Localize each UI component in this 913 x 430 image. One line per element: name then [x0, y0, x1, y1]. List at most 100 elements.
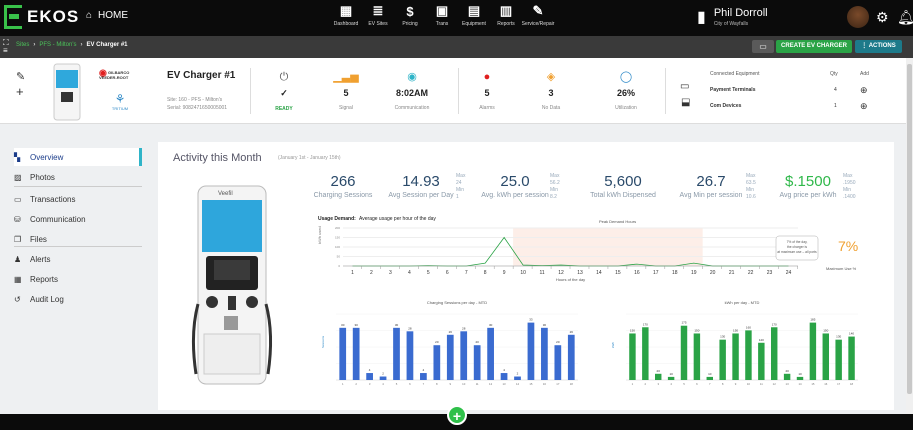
x-tick: 20: [710, 270, 716, 276]
sessions-chart-x-tick: 13: [502, 382, 506, 386]
sidebar-item-overview[interactable]: ▚ Overview: [14, 148, 142, 166]
avatar[interactable]: [847, 6, 869, 28]
sessions-chart-bar: [527, 322, 535, 380]
kpi-label: Charging Sessions: [313, 192, 373, 199]
status-signal[interactable]: ▁▃▅ 5 Signal: [316, 70, 376, 111]
sidebar-item-alerts[interactable]: ♟ Alerts: [14, 250, 142, 268]
nav-equipment[interactable]: ▤ Equipment: [458, 3, 490, 27]
status-utilization[interactable]: ◯ 26% Utilization: [596, 70, 656, 111]
sessions-chart-bar: [379, 376, 387, 380]
home-link[interactable]: ⌂ HOME: [86, 10, 128, 21]
equipment-name[interactable]: Payment Terminals: [710, 87, 756, 93]
logo-text: EKOS: [27, 7, 80, 26]
status-label: Signal: [339, 105, 353, 111]
charger-header: ✎ + ◉ GILBARCO VEEDER-ROOT ⚘ TRITIUM EV …: [0, 58, 913, 124]
kwh-chart-value-label: 170: [772, 322, 777, 326]
scrollbar[interactable]: [906, 58, 913, 414]
status-label: Alarms: [479, 105, 495, 111]
signal-icon: ▁▃▅: [333, 71, 359, 83]
sessions-chart-x-tick: 1: [342, 382, 344, 386]
camera-icon: ▭: [759, 42, 767, 51]
y-tick: 50: [337, 255, 341, 259]
sessions-chart-bar: [487, 327, 494, 380]
nav-dashboard[interactable]: ▦ Dashboard: [330, 3, 362, 27]
y-tick: 100: [335, 245, 340, 249]
nav-reports[interactable]: ▥ Reports: [490, 3, 522, 27]
utilization-icon: ◯: [619, 71, 633, 83]
kpi-avg-min-per-session: 26.7 Avg Min per session Max 63.5 Min 10.6: [666, 173, 756, 200]
breadcrumb: Sites › PFS - Milton's › EV Charger #1: [16, 42, 128, 48]
sessions-chart-x-tick: 12: [489, 382, 493, 386]
files-icon: ❐: [14, 234, 22, 244]
charger-meta: Site: 160 - PFS - Milton's Serial: 90824…: [167, 96, 227, 112]
sidebar-item-audit-log[interactable]: ↺ Audit Log: [14, 290, 142, 308]
status-no-data[interactable]: ◈ 3 No Data: [521, 70, 581, 111]
nav-ev-sites[interactable]: ≣ EV Sites: [362, 3, 394, 27]
status-communication[interactable]: ◉ 8:02AM Communication: [382, 70, 442, 111]
trans-icon: ▣: [435, 3, 449, 18]
user-profile[interactable]: ▮ Phil Dorroll City of Wayfalls: [697, 7, 768, 27]
status-label: Utilization: [615, 105, 637, 111]
sessions-chart-value-label: 33: [529, 318, 533, 322]
kpi-label: Total kWh Dispensed: [590, 192, 656, 199]
tritium-logo: ⚘ TRITIUM: [108, 92, 132, 111]
sidebar-divider: [14, 186, 142, 187]
gilbarco-logo: ◉ GILBARCO VEEDER-ROOT: [99, 67, 130, 81]
breadcrumb-sites[interactable]: Sites: [16, 42, 30, 48]
kwh-chart-x-tick: 3: [657, 382, 659, 386]
add-fab-button[interactable]: +: [447, 405, 467, 425]
actions-button[interactable]: ⋮ ACTIONS: [855, 40, 902, 53]
kwh-chart-value-label: 10: [669, 372, 673, 376]
sidebar-item-communication[interactable]: ⛁ Communication: [14, 210, 142, 228]
nav-service-repair[interactable]: ✎ Service/Repair: [522, 3, 555, 27]
gear-icon[interactable]: ⚙: [876, 9, 889, 25]
status-alarms[interactable]: ● 5 Alarms: [457, 70, 517, 111]
sidebar-item-photos[interactable]: ▨ Photos: [14, 168, 142, 186]
site-value: 160 - PFS - Milton's: [178, 97, 223, 103]
tritium-icon: ⚘: [114, 92, 126, 106]
peak-demand-label: Peak Demand Hours: [599, 219, 636, 224]
sessions-chart-bar: [352, 327, 360, 380]
nav-trans[interactable]: ▣ Trans: [426, 3, 458, 27]
sidebar-item-transactions[interactable]: ▭ Transactions: [14, 190, 142, 208]
collapse-menu-icon[interactable]: ⛶ ≡: [3, 38, 9, 55]
tooltip-text: at maximum use – all ports: [777, 250, 817, 254]
top-nav-bar: EKOS ⌂ HOME ▦ Dashboard ≣ EV Sites $ Pricing ▣…: [0, 0, 913, 36]
kwh-chart-x-tick: 6: [696, 382, 698, 386]
sessions-chart-x-tick: 18: [570, 382, 574, 386]
usage-chart-xlabel: Hours of the day: [556, 277, 585, 282]
sidebar-item-files[interactable]: ❐ Files: [14, 230, 142, 248]
status-ready[interactable]: ⏻ ✓ READY: [254, 70, 314, 112]
kpi-label: Avg price per kWh: [779, 192, 837, 199]
kwh-chart-value-label: 20: [657, 369, 661, 373]
sessions-chart-value-label: 2: [382, 372, 384, 376]
equipment-name[interactable]: Com Devices: [710, 103, 742, 109]
kwh-chart-bar: [822, 333, 829, 380]
camera-button[interactable]: ▭: [752, 40, 774, 53]
activity-range: (January 1st - January 15th): [278, 155, 341, 161]
kpi-min: Min .1400: [843, 187, 856, 200]
x-tick: 7: [465, 270, 468, 276]
kpi-avg-price-per-kwh: $.1500 Avg price per kWh Max .1950 Min .140…: [763, 173, 856, 200]
kwh-chart-x-tick: 14: [798, 382, 802, 386]
sessions-chart-bar: [514, 376, 521, 380]
kwh-chart-x-tick: 9: [735, 382, 737, 386]
x-tick: 18: [672, 270, 678, 276]
create-ev-charger-button[interactable]: CREATE EV CHARGER: [776, 40, 852, 53]
kwh-chart-value-label: 150: [630, 328, 635, 332]
add-icon[interactable]: +: [16, 84, 24, 99]
bell-icon[interactable]: 🔔︎: [897, 9, 913, 25]
sessions-chart-bar: [339, 327, 347, 380]
audit-log-icon: ↺: [14, 294, 21, 304]
sidebar-item-label: Overview: [30, 152, 64, 162]
pencil-icon[interactable]: ✎: [16, 71, 26, 83]
add-circle-icon[interactable]: ⊕: [860, 84, 868, 95]
breadcrumb-site[interactable]: PFS - Milton's: [39, 42, 77, 48]
payment-terminal-icon: ▭: [680, 81, 690, 92]
nav-pricing[interactable]: $ Pricing: [394, 4, 426, 28]
sidebar-item-reports[interactable]: ▦ Reports: [14, 270, 142, 288]
charger-title: EV Charger #1: [167, 70, 236, 81]
tritium-text: TRITIUM: [111, 106, 129, 111]
scrollbar-thumb[interactable]: [907, 64, 912, 394]
add-circle-icon[interactable]: ⊕: [860, 100, 868, 111]
